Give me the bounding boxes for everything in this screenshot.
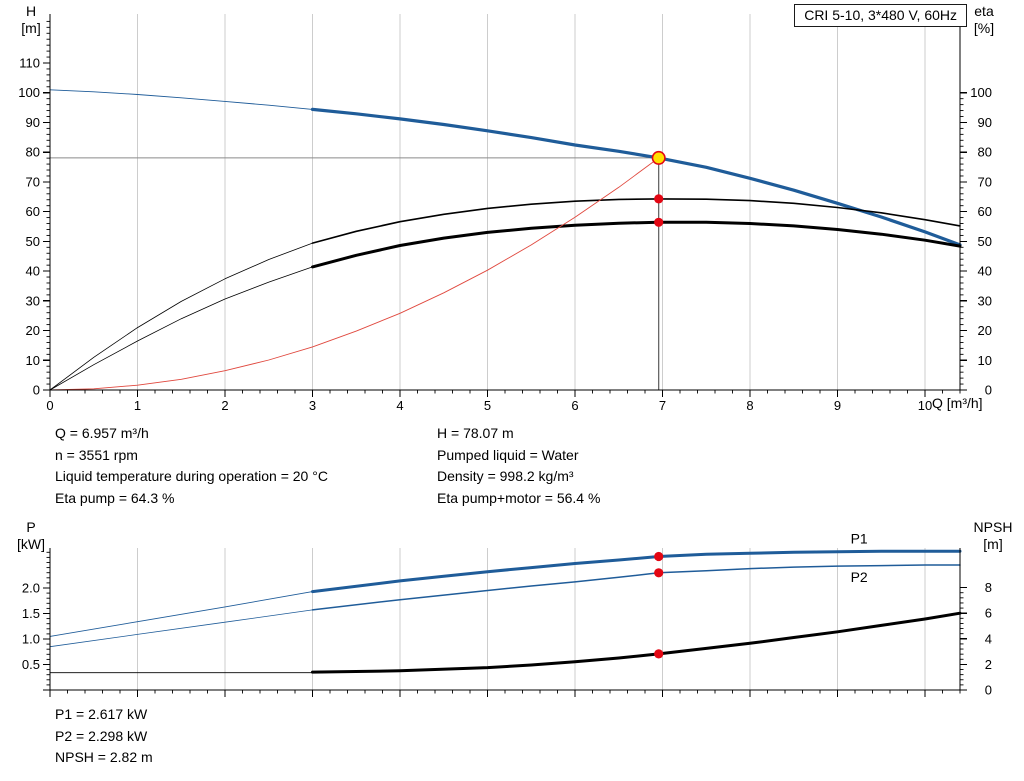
tick-label-x: 10 bbox=[918, 398, 932, 413]
axis-label-right-line1: [m] bbox=[983, 536, 1002, 552]
tick-label-left: 110 bbox=[19, 56, 40, 71]
p1-curve-extrapolated bbox=[49, 591, 313, 637]
tick-label-x: 9 bbox=[834, 398, 841, 413]
tick-label-left: 50 bbox=[26, 234, 40, 249]
p2-curve-extrapolated bbox=[49, 609, 313, 648]
curve-label-P2: P2 bbox=[851, 569, 868, 585]
info-line-temperature: Liquid temperature during operation = 20… bbox=[55, 468, 328, 485]
duty-info-right: H = 78.07 m Pumped liquid = Water Densit… bbox=[437, 423, 600, 509]
system-curve bbox=[49, 157, 660, 391]
duty-point-marker[interactable] bbox=[651, 150, 666, 165]
power-info: P1 = 2.617 kW P2 = 2.298 kW NPSH = 2.82 … bbox=[55, 704, 153, 769]
qh-eta-chart: 0 1 2 3 4 5 6 7 8 9 100102030405060708090100110H[m… bbox=[18, 3, 994, 413]
tick-label-left: 30 bbox=[26, 293, 40, 308]
power-npsh-chart: P1 P2 0.5 1.0 1.5 2.0 P[kW] 0 2 4 6 8 NPSH[m] bbox=[17, 520, 1013, 698]
tick-label-left: 100 bbox=[18, 85, 40, 100]
eta-pump-curve bbox=[311, 198, 961, 244]
tick-label-left: 20 bbox=[26, 323, 40, 338]
tick-label-left: 70 bbox=[26, 174, 40, 189]
tick-label-right: 100 bbox=[970, 85, 992, 100]
info-line-eta-pump: Eta pump = 64.3 % bbox=[55, 489, 175, 506]
tick-label-right: 70 bbox=[978, 174, 992, 189]
tick-label-right: 30 bbox=[978, 293, 992, 308]
tick-label-left: 1.5 bbox=[22, 606, 40, 621]
tick-label-right: 0 bbox=[985, 683, 992, 698]
tick-label-right: 2 bbox=[985, 657, 992, 672]
tick-label-left: 1.0 bbox=[22, 632, 40, 647]
h-curve-extrapolated bbox=[49, 89, 313, 110]
curve-label-P1: P1 bbox=[851, 530, 868, 546]
tick-label-left: 60 bbox=[26, 204, 40, 219]
axis-label-right-line0: eta bbox=[974, 3, 994, 19]
tick-label-x: 2 bbox=[221, 398, 228, 413]
tick-label-right: 40 bbox=[978, 264, 992, 279]
tick-label-left: 0.5 bbox=[22, 657, 40, 672]
info-line-p1: P1 = 2.617 kW bbox=[55, 706, 148, 722]
tick-label-left: 90 bbox=[26, 115, 40, 130]
tick-label-right: 0 bbox=[985, 383, 992, 398]
tick-label-left: 0 bbox=[33, 383, 40, 398]
info-line-head: H = 78.07 m bbox=[437, 425, 514, 441]
eta-pump-motor-duty-dot bbox=[654, 217, 664, 227]
tick-label-x: 6 bbox=[571, 398, 578, 413]
p1-duty-dot bbox=[654, 551, 664, 562]
info-line-p2: P2 = 2.298 kW bbox=[55, 727, 148, 744]
tick-label-left: 2.0 bbox=[22, 581, 40, 596]
tick-label-x: 1 bbox=[134, 398, 141, 413]
duty-info-left: Q = 6.957 m³/h n = 3551 rpm Liquid tempe… bbox=[55, 423, 328, 509]
axis-label-right-line0: NPSH bbox=[974, 520, 1013, 535]
info-line-density: Density = 998.2 kg/m³ bbox=[437, 468, 574, 485]
tick-label-right: 6 bbox=[985, 606, 992, 621]
tick-label-right: 60 bbox=[978, 204, 992, 219]
eta-pump-motor-extrapolated bbox=[49, 266, 313, 391]
tick-label-right: 50 bbox=[978, 234, 992, 249]
axis-label-left-line1: [m] bbox=[21, 20, 40, 36]
tick-label-x: 8 bbox=[746, 398, 753, 413]
eta-pump-duty-dot bbox=[654, 194, 664, 204]
npsh-curve bbox=[311, 611, 962, 674]
eta-pump-motor-curve bbox=[311, 220, 962, 269]
axis-label-right-line1: [%] bbox=[974, 20, 994, 36]
tick-label-right: 20 bbox=[978, 323, 992, 338]
h-curve bbox=[310, 107, 962, 247]
info-line-npsh: NPSH = 2.82 m bbox=[55, 749, 153, 766]
tick-label-x: 5 bbox=[484, 398, 491, 413]
axis-label-left-line0: P bbox=[26, 520, 35, 535]
tick-label-x: 4 bbox=[396, 398, 403, 413]
pump-model-box: CRI 5-10, 3*480 V, 60Hz bbox=[794, 4, 967, 27]
tick-label-right: 80 bbox=[978, 145, 992, 160]
axis-label-x: Q [m³/h] bbox=[932, 395, 983, 411]
pump-model-label: CRI 5-10, 3*480 V, 60Hz bbox=[804, 7, 957, 23]
npsh-duty-dot bbox=[654, 649, 664, 659]
tick-label-left: 80 bbox=[26, 145, 40, 160]
p2-duty-dot bbox=[654, 568, 664, 578]
tick-label-x: 3 bbox=[309, 398, 316, 413]
tick-label-right: 4 bbox=[985, 631, 992, 646]
info-line-eta-total: Eta pump+motor = 56.4 % bbox=[437, 489, 601, 506]
tick-label-x: 0 bbox=[46, 398, 53, 413]
info-line-flow: Q = 6.957 m³/h bbox=[55, 425, 149, 441]
axis-label-left-line0: H bbox=[26, 3, 36, 19]
info-line-speed: n = 3551 rpm bbox=[55, 446, 138, 463]
tick-label-right: 90 bbox=[978, 115, 992, 130]
tick-label-left: 40 bbox=[26, 264, 40, 279]
eta-pump-extrapolated bbox=[49, 242, 313, 391]
tick-label-x: 7 bbox=[659, 398, 666, 413]
tick-label-right: 10 bbox=[978, 353, 992, 368]
tick-label-right: 8 bbox=[985, 580, 992, 595]
axis-label-left-line1: [kW] bbox=[17, 536, 45, 552]
tick-label-left: 10 bbox=[26, 353, 40, 368]
info-line-liquid: Pumped liquid = Water bbox=[437, 446, 579, 463]
